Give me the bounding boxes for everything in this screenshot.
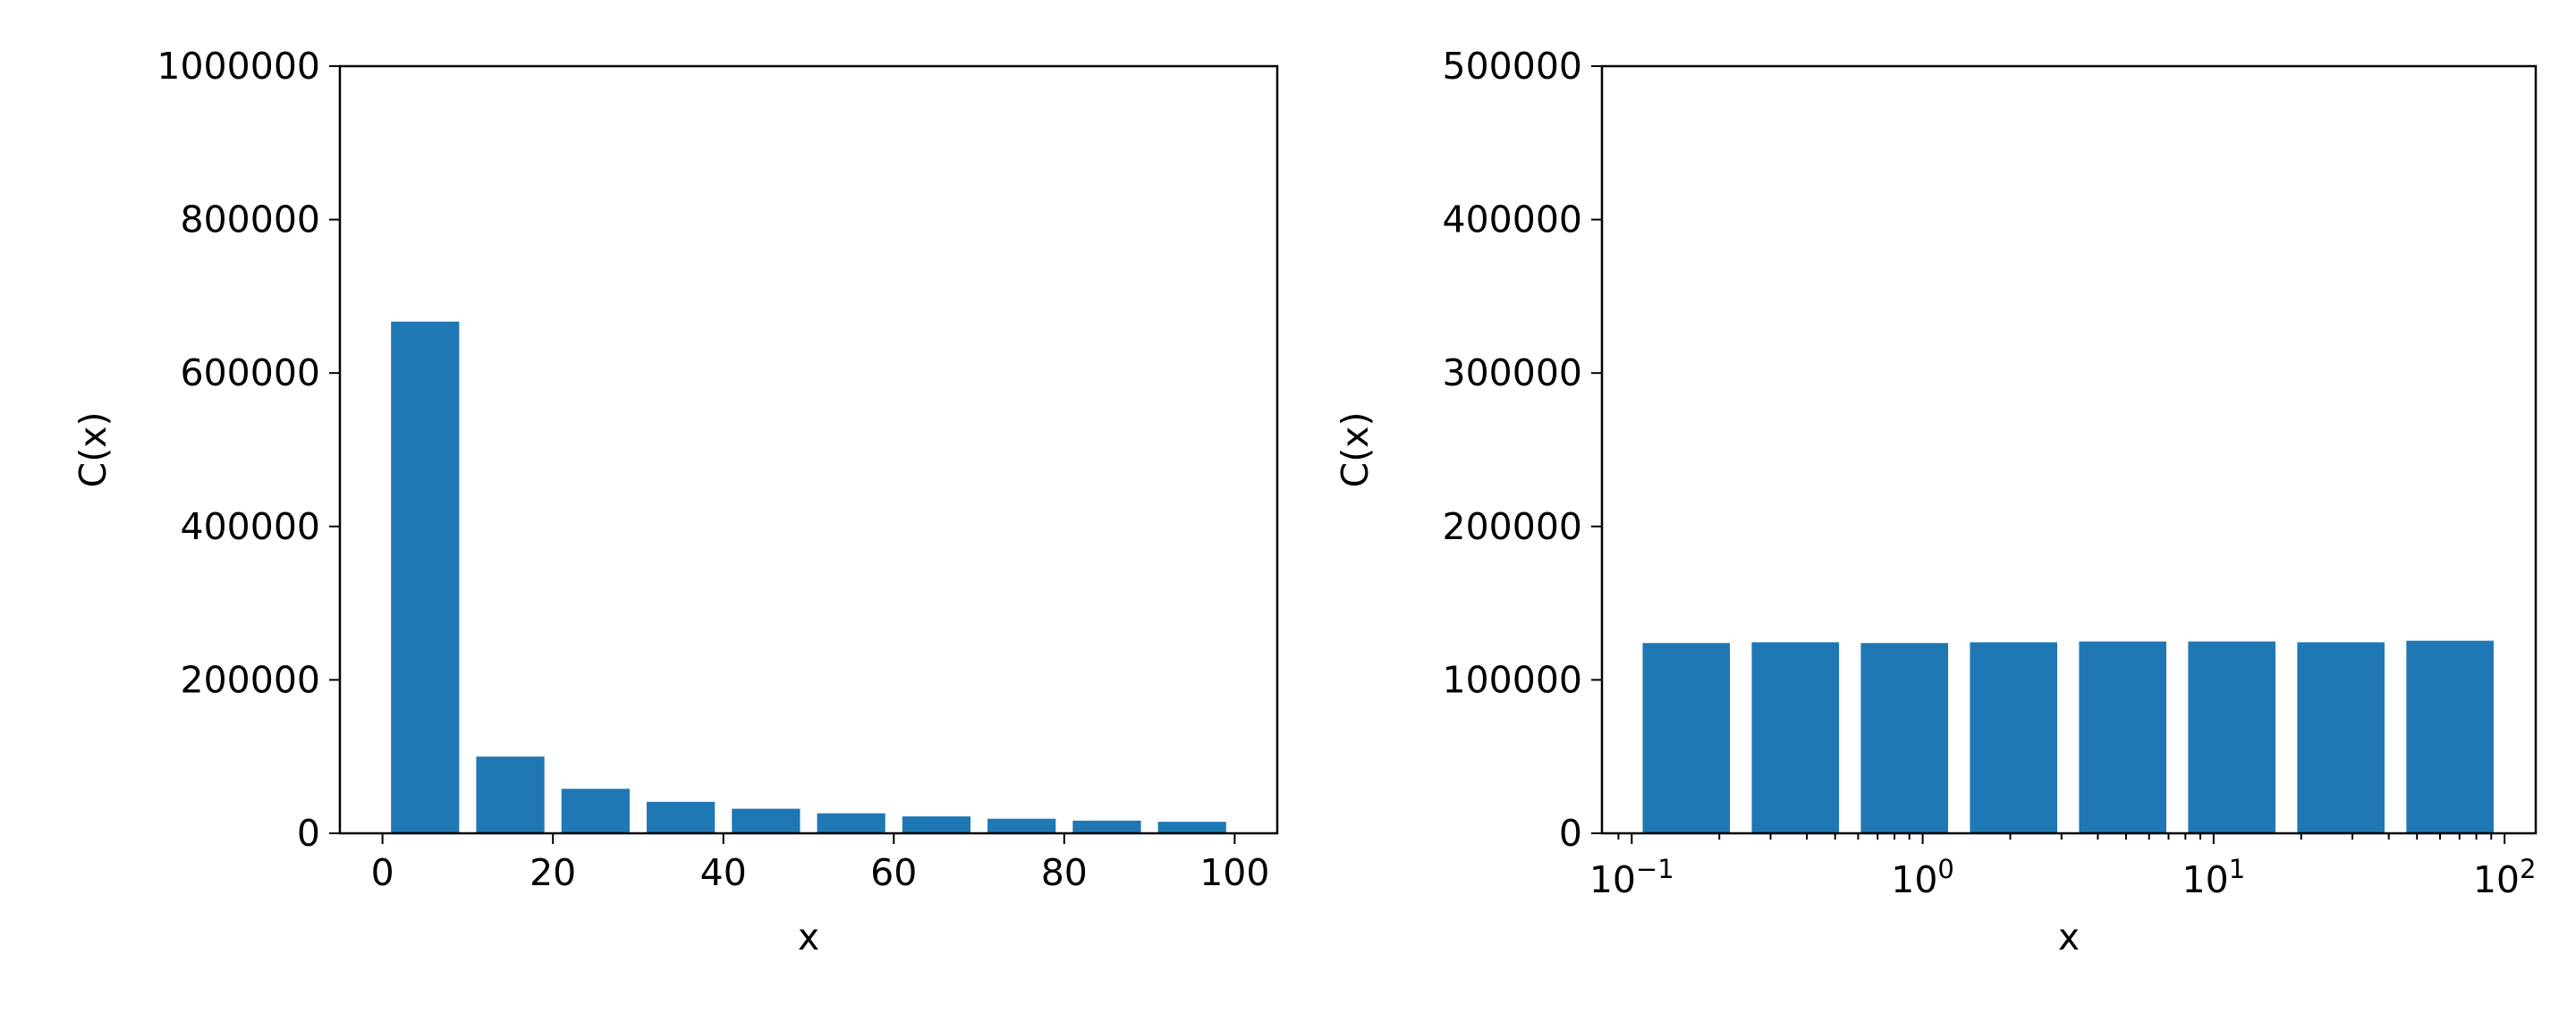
x-tick-label: 40 xyxy=(700,851,747,894)
x-tick-label: 20 xyxy=(530,851,576,894)
x-tick-base: 10 xyxy=(2182,858,2229,901)
x-tick-base: 10 xyxy=(1589,858,1636,901)
bar xyxy=(391,321,460,833)
x-tick-label: 80 xyxy=(1041,851,1088,894)
x-tick-label: 100 xyxy=(1891,854,1954,901)
y-axis-label: C(x) xyxy=(72,412,114,488)
bar xyxy=(2188,641,2275,833)
bar xyxy=(2079,641,2166,833)
bar xyxy=(732,808,801,833)
bar xyxy=(561,789,630,833)
y-tick-label: 600000 xyxy=(180,351,320,394)
axes-frame xyxy=(338,64,1279,835)
bar xyxy=(1157,822,1226,833)
y-tick-label: 200000 xyxy=(180,658,320,701)
bar xyxy=(2406,640,2494,833)
bar xyxy=(902,816,971,833)
bar xyxy=(817,813,886,833)
bar xyxy=(646,801,716,833)
y-axis-label: C(x) xyxy=(1334,412,1377,488)
x-axis-label: x xyxy=(798,916,819,958)
x-tick-label: 101 xyxy=(2182,854,2246,901)
y-tick-label: 100000 xyxy=(1442,658,1582,701)
y-tick-label: 400000 xyxy=(1442,198,1582,241)
x-tick-label: 100 xyxy=(1199,851,1269,894)
x-tick-exponent: −1 xyxy=(1636,854,1674,884)
y-tick-label: 0 xyxy=(1559,812,1582,855)
y-tick-label: 400000 xyxy=(180,505,320,548)
x-tick-base: 10 xyxy=(1891,858,1937,901)
x-tick-exponent: 1 xyxy=(2229,854,2245,884)
x-tick-exponent: 0 xyxy=(1937,854,1953,884)
bar xyxy=(476,756,545,833)
axes-frame xyxy=(1600,64,2538,835)
bar xyxy=(2297,642,2385,833)
x-tick-label: 60 xyxy=(870,851,917,894)
bar xyxy=(1860,643,1949,833)
x-tick-label: 0 xyxy=(371,851,394,894)
y-tick-label: 800000 xyxy=(180,198,320,241)
bar xyxy=(1970,642,2058,833)
x-tick-label: 102 xyxy=(2473,854,2537,901)
bar xyxy=(1642,643,1731,833)
y-tick-label: 300000 xyxy=(1442,351,1582,394)
bar xyxy=(1751,642,1840,833)
x-axis-label: x xyxy=(2058,916,2080,958)
bar xyxy=(987,818,1056,833)
x-tick-label: 10−1 xyxy=(1589,854,1674,901)
y-tick-label: 1000000 xyxy=(157,45,320,88)
y-tick-label: 200000 xyxy=(1442,505,1582,548)
x-tick-exponent: 2 xyxy=(2520,854,2536,884)
bar xyxy=(1072,820,1141,833)
y-tick-label: 0 xyxy=(297,812,320,855)
y-tick-label: 500000 xyxy=(1442,45,1582,88)
x-tick-base: 10 xyxy=(2473,858,2520,901)
